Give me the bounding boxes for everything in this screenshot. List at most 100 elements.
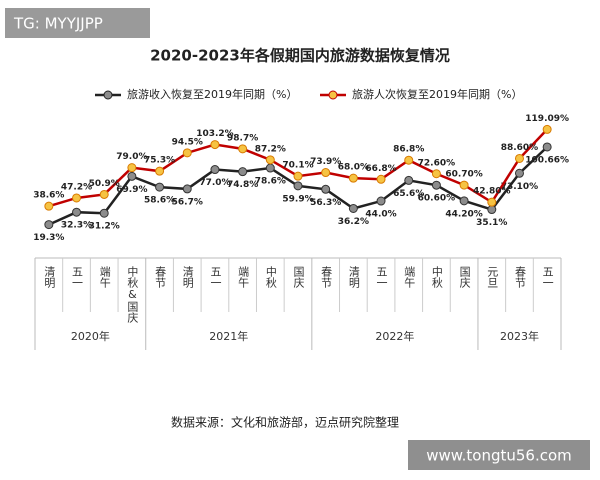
data-label: 77.0% [199,178,230,188]
data-point [265,155,275,165]
x-tick-label: 五一 [209,266,222,288]
data-label: 100.66% [525,155,569,165]
group-label: 2021年 [209,329,248,343]
data-point [293,181,303,191]
data-label: 88.60% [501,143,539,153]
data-point [238,167,248,177]
x-tick-label: 国庆 [292,266,305,289]
x-tick-label: 清明 [43,266,56,289]
site-box [408,440,590,470]
data-point [376,196,386,206]
data-label: 36.2% [338,217,369,227]
data-point [487,197,497,207]
data-point [321,168,331,178]
x-tick-label: 端午 [98,266,111,288]
data-point [293,171,303,181]
data-point [542,124,552,134]
data-point [99,208,109,218]
data-label: 19.3% [33,233,64,243]
x-tick-label: 端午 [403,266,416,288]
data-point [182,148,192,158]
legend-label: 旅游收入恢复至2019年同期（%） [127,87,297,101]
data-label: 60.70% [445,170,483,180]
data-point [404,155,414,165]
data-point [44,201,54,211]
data-point [210,140,220,150]
data-label: 50.9% [89,179,120,189]
data-point [321,184,331,194]
source: 数据来源：文化和旅游部，迈点研究院整理 [171,415,399,430]
data-point [238,144,248,154]
data-label: 44.20% [445,209,483,219]
x-tick-label: 清明 [347,266,360,289]
data-label: 44.0% [365,210,396,220]
watermark: TG: MYYJJPP [13,15,103,33]
site: www.tongtu56.com [426,447,572,465]
x-tick-label: 中秋 [264,266,277,289]
data-point [487,205,497,215]
data-label: 56.7% [172,197,203,207]
data-label: 74.8% [227,180,258,190]
data-point [431,169,441,179]
x-tick-label: 中秋&国庆 [126,266,139,324]
chart-title: 2020-2023年各假期国内旅游数据恢复情况 [150,47,450,65]
data-label: 103.2% [196,129,234,139]
data-point [431,180,441,190]
data-label: 86.8% [393,145,424,155]
data-label: 73.9% [310,157,341,167]
data-point [127,171,137,181]
x-tick-label: 五一 [375,266,388,288]
data-label: 73.10% [501,182,539,192]
data-point [99,189,109,199]
group-label: 2023年 [500,329,539,343]
watermark-box [5,8,150,38]
data-label: 78.6% [255,177,286,187]
x-tick-label: 端午 [237,266,250,288]
x-tick-label: 五一 [541,266,554,288]
group-label: 2020年 [71,329,110,343]
data-point [155,182,165,192]
data-point [72,193,82,203]
x-tick-label: 清明 [181,266,194,289]
data-point [72,207,82,217]
x-tick-label: 五一 [71,266,84,288]
data-label: 68.0% [338,163,369,173]
data-point [542,142,552,152]
x-tick-label: 春节 [154,266,167,288]
group-label: 2022年 [375,329,414,343]
data-label: 47.2% [61,182,92,192]
data-label: 42.80% [473,187,511,197]
legend-marker [103,90,113,100]
data-label: 69.9% [116,185,147,195]
data-point [127,163,137,173]
data-label: 59.9% [282,194,313,204]
data-point [514,168,524,178]
data-label: 56.3% [310,198,341,208]
data-point [514,153,524,163]
data-label: 66.8% [365,164,396,174]
data-label: 79.0% [116,152,147,162]
data-label: 94.5% [172,137,203,147]
data-point [459,180,469,190]
data-point [459,196,469,206]
data-label: 58.6% [144,196,175,206]
data-label: 32.3% [61,221,92,231]
data-label: 119.09% [525,114,569,124]
x-tick-label: 春节 [320,266,333,288]
data-label: 98.7% [227,133,258,143]
data-label: 35.1% [476,218,507,228]
data-point [404,175,414,185]
data-label: 70.1% [282,161,313,171]
data-point [44,220,54,230]
data-point [155,166,165,176]
data-point [210,165,220,175]
data-label: 65.6% [393,189,424,199]
legend-marker [328,90,338,100]
data-label: 87.2% [255,144,286,154]
data-label: 31.2% [89,222,120,232]
x-tick-label: 春节 [513,266,526,288]
data-label: 38.6% [33,191,64,201]
data-label: 60.60% [418,194,456,204]
x-tick-label: 元旦 [486,266,499,288]
